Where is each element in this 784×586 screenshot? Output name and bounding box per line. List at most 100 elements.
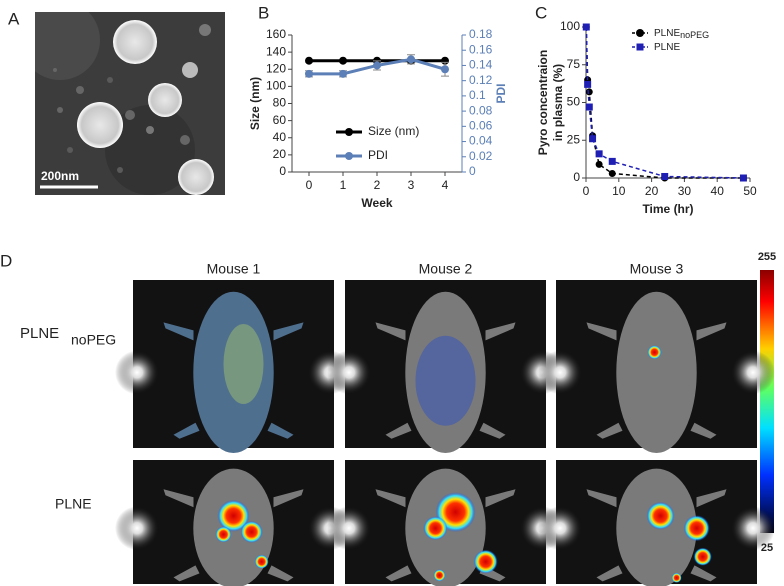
y2-tick-label: 0.18 <box>469 27 493 41</box>
marker <box>608 157 616 165</box>
series-line <box>585 26 744 179</box>
y2-tick-label: 0.16 <box>469 42 493 56</box>
fluorescence-image <box>115 280 352 454</box>
signal-blob <box>433 569 446 582</box>
legend-text: PLNE <box>654 28 680 39</box>
y-tick-label: 40 <box>273 130 287 144</box>
y-tick-label: 0 <box>279 164 286 178</box>
y-tick-label: 100 <box>560 19 580 33</box>
y2-tick-label: 0.08 <box>469 103 493 117</box>
y2-tick-label: 0.1 <box>469 88 486 102</box>
row-label: PLNE <box>55 496 92 512</box>
x-tick-label: 10 <box>612 184 626 198</box>
y-tick-label: 80 <box>273 96 287 110</box>
legend-marker <box>636 43 644 51</box>
signal-haze <box>223 324 264 404</box>
signal-blob <box>693 547 712 566</box>
panel-label: D <box>0 251 12 270</box>
x-tick-label: 30 <box>678 184 692 198</box>
y2-tick-label: 0.04 <box>469 134 493 148</box>
column-label: Mouse 2 <box>419 261 473 277</box>
legend-label: PLNE <box>654 42 680 53</box>
legend-marker <box>345 128 353 136</box>
x-tick-label: 4 <box>442 178 449 192</box>
signal-blob <box>647 345 662 360</box>
x-tick-label: 2 <box>374 178 381 192</box>
y2-tick-label: 0.14 <box>469 58 493 72</box>
signal-blob <box>473 549 498 574</box>
y2-tick-label: 0.02 <box>469 149 493 163</box>
scale-bar-label: 200nm <box>41 169 79 183</box>
y-tick-label: 50 <box>567 95 581 109</box>
marker <box>595 160 603 168</box>
light-glow <box>731 350 775 395</box>
legend-label: Size (nm) <box>368 124 419 138</box>
row-label: PLNE <box>20 325 59 342</box>
panel-label: A <box>8 9 20 28</box>
row-label-subscript: noPEG <box>71 332 116 348</box>
panel-label: B <box>258 3 269 22</box>
x-tick-label: 20 <box>645 184 659 198</box>
fluorescence-image <box>538 460 775 586</box>
y-tick-label: 140 <box>266 44 286 58</box>
light-glow <box>538 350 582 395</box>
y-tick-label: 0 <box>573 170 580 184</box>
x-tick-label: 1 <box>340 178 347 192</box>
marker <box>407 55 415 64</box>
legend-subscript: noPEG <box>680 30 709 40</box>
column-label: Mouse 1 <box>207 261 261 277</box>
x-tick-label: 3 <box>408 178 415 192</box>
marker <box>441 65 449 74</box>
mouse-limbs <box>375 489 516 582</box>
light-glow <box>115 350 159 395</box>
y2-tick-label: 0.12 <box>469 73 493 87</box>
y2-tick-label: 0.06 <box>469 119 493 133</box>
series-line <box>585 26 744 179</box>
marker <box>584 80 592 88</box>
tem-image <box>35 12 225 195</box>
y-tick-label: 25 <box>567 132 581 146</box>
mouse-body <box>616 291 697 454</box>
marker <box>585 88 593 96</box>
x-axis-label: Time (hr) <box>642 202 693 216</box>
colorbar-max: 255 <box>758 251 776 263</box>
y-axis-label: Size (nm) <box>248 77 262 130</box>
marker <box>305 69 313 78</box>
marker <box>739 174 747 182</box>
marker <box>661 172 669 180</box>
marker <box>339 69 347 78</box>
marker <box>582 23 590 31</box>
mouse-limbs <box>163 489 304 582</box>
marker <box>608 169 616 177</box>
x-tick-label: 0 <box>306 178 313 192</box>
x-axis-label: Week <box>361 196 392 210</box>
light-glow <box>115 506 159 551</box>
fluorescence-image <box>538 280 775 454</box>
marker <box>339 56 347 65</box>
y-tick-label: 60 <box>273 113 287 127</box>
column-label: Mouse 3 <box>630 261 684 277</box>
legend-label: PDI <box>368 148 388 162</box>
y-tick-label: 160 <box>266 27 286 41</box>
legend-text: PLNE <box>654 42 680 53</box>
signal-blob <box>254 554 269 569</box>
fluorescence-image <box>327 460 564 586</box>
legend-marker <box>345 152 353 160</box>
x-tick-label: 50 <box>743 184 757 198</box>
light-glow <box>538 506 582 551</box>
signal-blob <box>646 501 675 530</box>
x-tick-label: 0 <box>583 184 590 198</box>
y-tick-label: 100 <box>266 79 286 93</box>
marker <box>585 103 593 111</box>
y-tick-label: 75 <box>567 57 581 71</box>
legend-marker <box>636 29 644 37</box>
legend-text: PDI <box>368 148 388 162</box>
marker <box>589 135 597 143</box>
panel-label: C <box>535 3 547 22</box>
y2-tick-label: 0 <box>469 164 476 178</box>
signal-haze <box>415 335 476 426</box>
y-tick-label: 20 <box>273 147 287 161</box>
light-glow <box>327 350 371 395</box>
signal-blob <box>423 516 448 541</box>
